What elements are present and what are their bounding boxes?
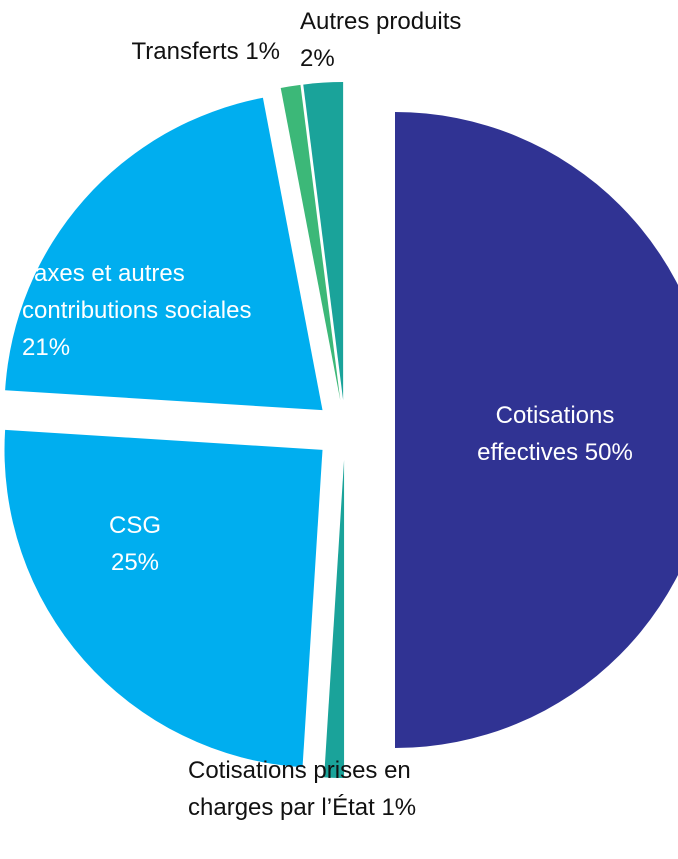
pie-slice (5, 97, 323, 411)
pie-slice (303, 82, 344, 401)
slice-name: Autres produits (300, 8, 462, 35)
slice-label: Autres produits 2% (300, 3, 500, 77)
slice-name: Taxes et autres contributions sociales (22, 260, 252, 324)
slice-label: CSG 25% (85, 507, 185, 581)
pie-slice (324, 459, 345, 778)
slice-value: 25% (110, 549, 160, 576)
pie-slice (4, 429, 323, 768)
slice-label: Taxes et autres contributions sociales 2… (22, 255, 284, 366)
pie-slice (280, 84, 341, 401)
slice-name: Transferts (131, 38, 239, 65)
slice-value: 1% (245, 38, 280, 65)
slice-name: CSG (108, 512, 161, 539)
slice-value: 2% (300, 45, 335, 72)
slice-value: 50% (584, 439, 633, 466)
slice-name: Cotisations effectives (477, 402, 615, 466)
slice-label: Cotisations prises en charges par l’État… (188, 752, 448, 826)
slice-label: Cotisations effectives 50% (470, 397, 640, 471)
slice-label: Transferts 1% (120, 33, 281, 70)
slice-value: 1% (381, 794, 417, 821)
slice-value: 21% (22, 334, 71, 361)
slice-name: Cotisations prises en charges par l’État (188, 757, 411, 821)
pie-slice (395, 112, 678, 748)
